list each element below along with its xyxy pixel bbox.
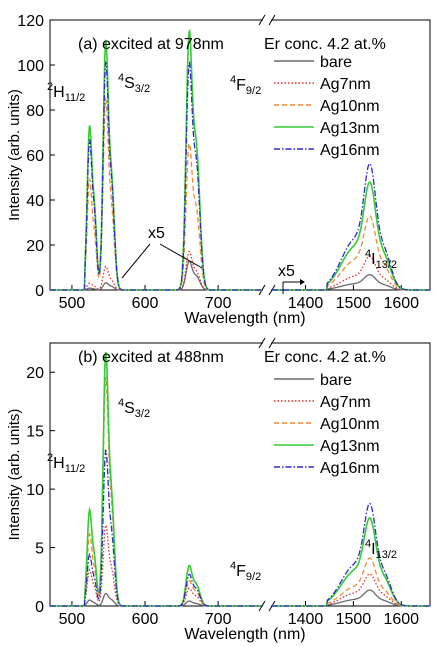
y-tick-label: 20: [26, 238, 44, 255]
legend-label-bare: bare: [320, 372, 352, 389]
y-axis-label: Intensity (arb. units): [6, 409, 23, 541]
y-tick-label: 5: [35, 541, 44, 558]
peak-label: 4I13/2: [365, 248, 397, 271]
panel-label: (a) excited at 978nm: [78, 36, 224, 53]
x-tick-label: 500: [59, 295, 86, 312]
axis-break-mark: [258, 337, 266, 349]
axis-break-mark: [268, 337, 276, 349]
y-tick-label: 40: [26, 193, 44, 210]
peak-label: 2H11/2: [47, 452, 85, 475]
magnify-label-right: x5: [278, 263, 295, 280]
y-tick-label: 100: [17, 58, 44, 75]
x-tick-label: 1400: [288, 295, 324, 312]
chart-panel-a: 0 20 40 60 80 100 120 500 600 700 1400 1500 1600 Inte…: [6, 13, 431, 327]
series-line-ag16nm: [50, 449, 430, 607]
axis-break-gap-top: [263, 340, 271, 346]
peak-label: 4I13/2: [365, 538, 397, 561]
series-line-ag16nm: [50, 60, 430, 291]
peak-label: 4F9/2: [230, 560, 261, 583]
axis-break-mark: [258, 14, 266, 26]
legend-label-ag10nm: Ag10nm: [320, 416, 380, 433]
legend-label-ag7nm: Ag7nm: [320, 394, 371, 411]
concentration-label: Er conc. 4.2 at.%: [264, 349, 386, 366]
magnify-label-left: x5: [148, 225, 165, 242]
y-tick-label: 0: [35, 283, 44, 300]
axis-break-gap-bottom: [263, 287, 271, 293]
axis-break-mark: [268, 14, 276, 26]
legend-label-bare: bare: [320, 54, 352, 71]
magnify-pointer: [159, 243, 203, 269]
y-tick-label: 0: [35, 599, 44, 616]
y-axis-label: Intensity (arb. units): [6, 89, 23, 221]
legend-label-ag13nm: Ag13nm: [320, 438, 380, 455]
y-tick-label: 15: [26, 424, 44, 441]
y-tick-label: 10: [26, 482, 44, 499]
x-tick-label: 600: [132, 611, 159, 628]
x-tick-label: 700: [205, 611, 232, 628]
x-axis-label: Wavelength (nm): [184, 310, 305, 327]
y-tick-label: 80: [26, 103, 44, 120]
peak-label: 4F9/2: [230, 74, 261, 97]
x-tick-label: 1500: [336, 295, 372, 312]
legend-label-ag10nm: Ag10nm: [320, 98, 380, 115]
x-tick-label: 1600: [383, 295, 419, 312]
y-tick-label: 120: [17, 13, 44, 30]
x-axis-label: Wavelength (nm): [184, 626, 305, 643]
series-line-bare: [50, 589, 430, 607]
peak-label: 4S3/2: [118, 397, 150, 420]
x-tick-label: 700: [205, 295, 232, 312]
chart-panel-b: 0 5 10 15 20 500 600 700 1400 1500 1600 Intensity (…: [6, 337, 431, 643]
panel-label: (b) excited at 488nm: [78, 349, 224, 366]
peak-label: 2H11/2: [47, 81, 85, 104]
x-tick-label: 600: [132, 295, 159, 312]
x-tick-label: 1500: [336, 611, 372, 628]
legend-label-ag7nm: Ag7nm: [320, 76, 371, 93]
concentration-label: Er conc. 4.2 at.%: [264, 36, 386, 53]
legend-label-ag16nm: Ag16nm: [320, 142, 380, 159]
y-tick-label: 20: [26, 365, 44, 382]
y-tick-label: 60: [26, 148, 44, 165]
legend-label-ag16nm: Ag16nm: [320, 460, 380, 477]
axis-break-gap-bottom: [263, 603, 271, 609]
magnify-pointer: [121, 243, 151, 279]
legend-label-ag13nm: Ag13nm: [320, 120, 380, 137]
x-tick-label: 1400: [288, 611, 324, 628]
peak-label: 4S3/2: [118, 72, 150, 95]
arrow-right-icon: [300, 279, 305, 285]
axis-break-gap-top: [263, 17, 271, 23]
x-tick-label: 1600: [383, 611, 419, 628]
x-tick-label: 500: [59, 611, 86, 628]
